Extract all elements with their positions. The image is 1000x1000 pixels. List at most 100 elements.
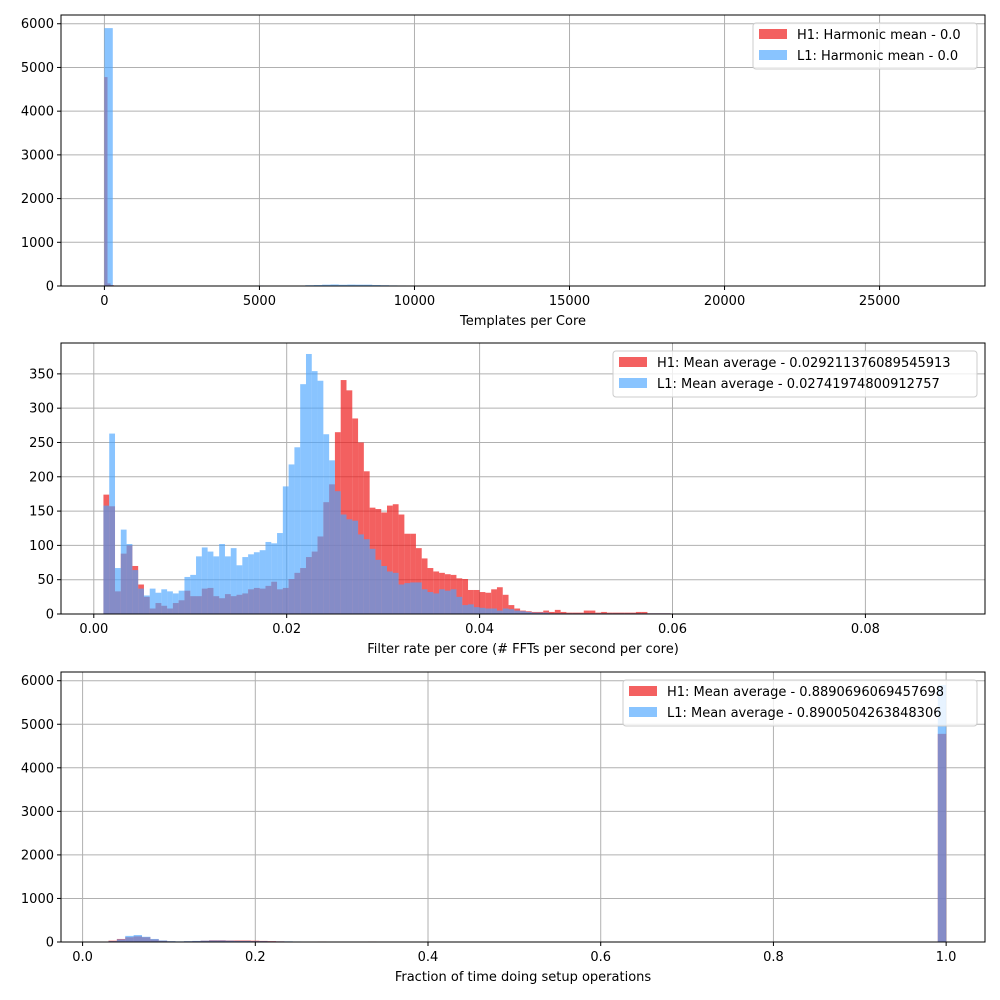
bar-l1 <box>253 552 260 614</box>
bar-l1 <box>224 556 231 614</box>
bar-l1 <box>496 610 503 614</box>
x-axis-label: Filter rate per core (# FFTs per second … <box>367 642 679 657</box>
legend-swatch-h1 <box>619 357 647 367</box>
bar-h1 <box>404 533 411 614</box>
bar-l1 <box>248 554 254 614</box>
y-tick-label: 5000 <box>21 61 54 76</box>
legend-swatch-h1 <box>629 686 657 696</box>
bar-h1 <box>601 611 607 614</box>
y-tick-label: 50 <box>37 573 54 588</box>
bar-l1 <box>201 547 208 614</box>
bar-h1 <box>468 589 474 614</box>
bar-l1 <box>520 611 526 614</box>
bar-h1 <box>340 380 347 614</box>
y-tick-label: 2000 <box>21 848 54 863</box>
bar-l1 <box>242 557 249 614</box>
bar-l1 <box>190 574 197 614</box>
bar-l1 <box>103 505 110 614</box>
bar-l1 <box>543 612 550 614</box>
y-tick-label: 100 <box>29 539 54 554</box>
bar-l1 <box>115 568 121 614</box>
bar-h1 <box>352 418 359 614</box>
x-tick-label: 5000 <box>243 294 276 309</box>
filter-rate-panel: 0.00 0.02 0.04 0.06 0.08 0 50 100 150 200 250 300 35… <box>29 342 986 657</box>
legend-box <box>752 22 978 70</box>
x-axis-label: Fraction of time doing setup operations <box>395 970 652 985</box>
axes-frame <box>60 671 986 943</box>
bar-l1 <box>427 592 434 614</box>
bar-l1 <box>937 685 947 942</box>
legend-label-l1: L1: Mean average - 0.8900504263848306 <box>667 706 942 721</box>
bar-h1 <box>496 587 503 614</box>
legend: H1: Mean average - 0.8890696069457698 L1… <box>622 679 978 727</box>
bar-h1 <box>491 589 497 614</box>
bar-l1 <box>184 576 191 614</box>
bar-l1 <box>375 559 382 614</box>
legend-swatch-h1 <box>759 29 787 39</box>
y-tick-label: 200 <box>29 470 54 485</box>
legend-label-l1: L1: Mean average - 0.02741974800912757 <box>657 377 940 392</box>
bar-l1 <box>126 544 133 614</box>
legend-label-h1: H1: Mean average - 0.029211376089545913 <box>657 356 951 371</box>
bar-h1 <box>583 610 590 614</box>
y-tick-label: 300 <box>29 402 54 417</box>
x-tick-label: 1.0 <box>936 950 957 965</box>
bar-h1 <box>549 611 555 614</box>
bar-l1 <box>109 433 116 614</box>
bar-h1 <box>398 514 405 614</box>
bar-l1 <box>473 607 480 614</box>
x-tick-label: 0.00 <box>79 622 108 637</box>
bar-l1 <box>479 607 486 614</box>
legend-box <box>612 350 978 398</box>
bar-l1 <box>491 608 497 614</box>
bar-l1 <box>340 514 347 614</box>
bar-h1 <box>589 610 596 614</box>
bar-l1 <box>355 284 364 286</box>
bar-l1 <box>155 592 162 614</box>
axes-frame <box>60 342 986 615</box>
legend: H1: Mean average - 0.029211376089545913 … <box>612 350 978 398</box>
bar-l1 <box>439 589 445 614</box>
bar-l1 <box>172 593 179 614</box>
bar-h1 <box>392 504 399 614</box>
bar-l1 <box>230 548 237 614</box>
bar-l1 <box>369 548 376 614</box>
bar-l1 <box>143 595 150 614</box>
bar-h1 <box>358 442 364 614</box>
x-tick-label: 0.0 <box>72 950 93 965</box>
bar-l1 <box>158 940 168 942</box>
bar-l1 <box>410 582 416 614</box>
bar-l1 <box>142 936 151 942</box>
bar-l1 <box>234 940 243 942</box>
bar-l1 <box>138 588 144 614</box>
bar-h1 <box>479 592 486 614</box>
bar-l1 <box>282 486 289 614</box>
bar-l1 <box>116 939 126 942</box>
bar-l1 <box>305 353 312 614</box>
bar-h1 <box>485 592 492 614</box>
bar-l1 <box>334 491 341 614</box>
bar-l1 <box>329 460 335 614</box>
legend-swatch-l1 <box>619 378 647 388</box>
bar-l1 <box>167 591 173 614</box>
bar-l1 <box>161 589 168 614</box>
x-tick-label: 0.06 <box>658 622 687 637</box>
axis-ticks: 0.00 0.02 0.04 0.06 0.08 0 50 100 150 200 250 300 35… <box>29 367 880 637</box>
bar-l1 <box>288 464 295 614</box>
bar-h1 <box>415 548 422 614</box>
bar-l1 <box>149 588 156 614</box>
bar-h1 <box>641 611 648 614</box>
bar-l1 <box>311 371 318 614</box>
bar-l1 <box>404 583 411 614</box>
legend-label-h1: H1: Harmonic mean - 0.0 <box>797 28 961 43</box>
y-tick-label: 0 <box>46 280 54 295</box>
bar-h1 <box>462 579 469 614</box>
legend-swatch-l1 <box>629 707 657 717</box>
bar-l1 <box>125 935 134 942</box>
bar-l1 <box>462 605 469 614</box>
bar-l1 <box>514 610 521 614</box>
bar-l1 <box>387 571 393 614</box>
bar-l1 <box>120 529 127 614</box>
